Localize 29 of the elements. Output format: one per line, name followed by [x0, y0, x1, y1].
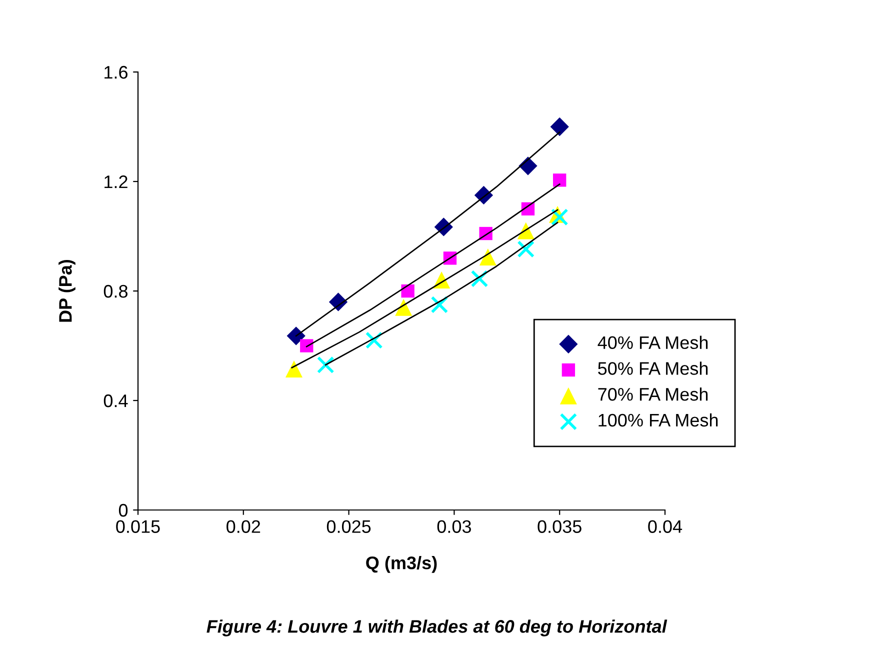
point [401, 284, 414, 298]
y-tick-label: 0.4 [104, 394, 128, 408]
point [479, 248, 496, 266]
x-tick-label: 0.02 [226, 520, 260, 533]
point [553, 174, 566, 187]
point [300, 339, 314, 352]
y-axis-title: DP (Pa) [58, 260, 76, 322]
x-tick-label: 0.035 [538, 520, 582, 533]
point [550, 208, 568, 226]
y-tick-label: 0 [118, 504, 128, 517]
legend-label: 70% FA Mesh [598, 387, 708, 401]
x-tick-label: 0.015 [116, 520, 160, 533]
point [395, 298, 412, 316]
y-tick-label: 0.8 [104, 284, 128, 298]
x-tick-label: 0.04 [648, 520, 682, 533]
x-axis-title: Q (m3/s) [366, 556, 437, 573]
text: Figure 4: Louvre 1 with Blades at 60 deg to Horizontal [206, 620, 668, 636]
x-tick-label: 0.03 [437, 520, 471, 533]
point [286, 326, 306, 346]
y-tick-label: 1.6 [104, 66, 128, 79]
x-tick-label: 0.025 [326, 520, 371, 533]
legend-label: 50% FA Mesh [598, 362, 708, 375]
legend-label: 40% FA Mesh [598, 336, 708, 350]
point [430, 296, 448, 314]
point [517, 240, 535, 258]
legend-label: 100% FA Mesh [598, 413, 718, 427]
y-tick-label: 1.2 [104, 175, 128, 188]
point [550, 117, 569, 136]
point [285, 360, 302, 378]
